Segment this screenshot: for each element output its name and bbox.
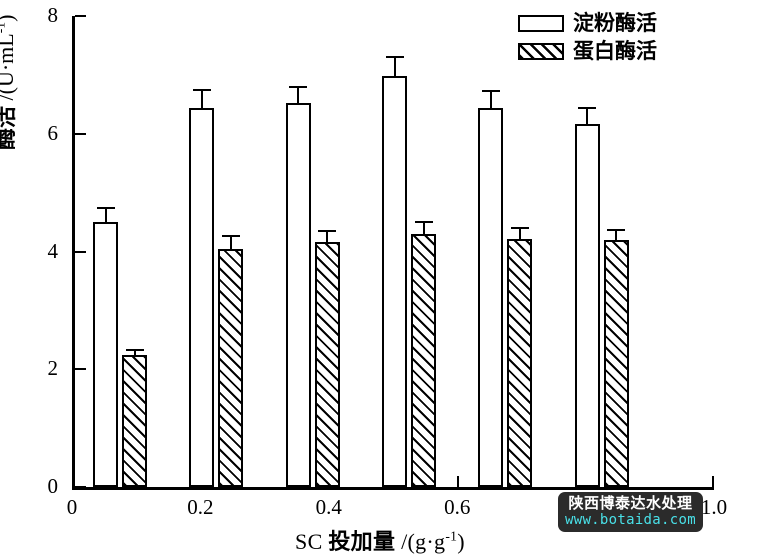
legend-label-protease: 蛋白酶活 bbox=[573, 38, 657, 63]
bar-amylase-1 bbox=[189, 108, 215, 487]
y-tick-1 bbox=[75, 368, 86, 371]
bar-protease-2 bbox=[314, 242, 340, 487]
legend-swatch-hatched bbox=[518, 42, 564, 60]
y-tick-0 bbox=[75, 486, 86, 488]
bar-amylase-0 bbox=[93, 222, 119, 487]
legend-swatch-white bbox=[518, 14, 564, 32]
error-bar-stem-0-0 bbox=[104, 207, 107, 223]
y-axis-title: 酶活 /(U·mL-1) bbox=[0, 0, 20, 150]
bar-protease-1 bbox=[218, 248, 244, 487]
x-tick-5 bbox=[712, 476, 714, 487]
error-bar-stem-5-0 bbox=[586, 107, 589, 124]
y-axis-line bbox=[72, 16, 75, 490]
x-tick-label-2: 0.4 bbox=[315, 495, 342, 519]
error-bar-cap-4-0 bbox=[481, 90, 500, 93]
error-bar-cap-0-1 bbox=[125, 348, 144, 351]
y-axis-title-unit-close: ) bbox=[0, 15, 18, 22]
error-bar-stem-3-0 bbox=[393, 56, 396, 77]
legend-label-amylase: 淀粉酶活 bbox=[573, 10, 657, 35]
x-axis-line bbox=[72, 487, 714, 490]
error-bar-cap-1-1 bbox=[221, 235, 240, 237]
error-bar-stem-1-1 bbox=[229, 235, 232, 249]
x-axis-title-unit-open: /(g·g bbox=[395, 529, 446, 554]
y-axis-title-unit-open: /(U·mL bbox=[0, 33, 18, 101]
bar-protease-5 bbox=[603, 240, 629, 487]
error-bar-cap-5-0 bbox=[578, 107, 597, 110]
error-bar-cap-4-1 bbox=[510, 226, 529, 229]
error-bar-cap-2-0 bbox=[289, 86, 308, 89]
x-axis-title-exponent: -1 bbox=[445, 528, 458, 544]
bar-amylase-2 bbox=[285, 102, 311, 487]
x-tick-3 bbox=[457, 476, 460, 487]
error-bar-stem-1-0 bbox=[200, 89, 203, 109]
bar-amylase-5 bbox=[574, 123, 600, 487]
y-tick-label-0: 0 bbox=[47, 474, 59, 498]
x-axis-title-prefix: SC bbox=[295, 529, 329, 554]
x-tick-label-5: 1.0 bbox=[700, 495, 728, 519]
y-tick-label-3: 6 bbox=[47, 120, 59, 145]
watermark: 陕西博泰达水处理 www.botaida.com bbox=[558, 492, 703, 532]
y-tick-label-4: 8 bbox=[47, 3, 59, 27]
bar-protease-4 bbox=[507, 238, 533, 487]
x-axis-title: SC 投加量 /(g·g-1) bbox=[0, 524, 760, 556]
x-tick-label-3: 0.6 bbox=[444, 495, 471, 519]
error-bar-cap-3-1 bbox=[414, 221, 433, 224]
y-axis-title-exponent: -1 bbox=[0, 21, 8, 34]
x-axis-title-unit-close: ) bbox=[457, 529, 465, 554]
legend-item-amylase: 淀粉酶活 bbox=[518, 12, 657, 34]
y-axis-title-cjk: 酶活 bbox=[0, 105, 19, 150]
legend-item-protease: 蛋白酶活 bbox=[518, 40, 657, 62]
bar-amylase-3 bbox=[382, 76, 408, 487]
error-bar-stem-0-1 bbox=[133, 348, 136, 355]
x-tick-label-0: 0 bbox=[66, 495, 78, 519]
chart-legend: 淀粉酶活 蛋白酶活 bbox=[518, 12, 657, 68]
error-bar-cap-0-0 bbox=[96, 207, 115, 210]
error-bar-stem-5-1 bbox=[615, 228, 618, 241]
watermark-company: 陕西博泰达水处理 bbox=[568, 494, 693, 512]
error-bar-stem-2-1 bbox=[326, 230, 329, 243]
error-bar-cap-2-1 bbox=[318, 230, 337, 233]
y-tick-2 bbox=[75, 250, 86, 253]
x-tick-label-1: 0.2 bbox=[187, 495, 214, 519]
bar-protease-0 bbox=[122, 354, 148, 487]
y-tick-label-1: 2 bbox=[47, 356, 59, 381]
y-tick-4 bbox=[75, 15, 86, 17]
watermark-url: www.botaida.com bbox=[565, 512, 696, 528]
error-bar-cap-3-0 bbox=[385, 56, 404, 59]
error-bar-cap-5-1 bbox=[607, 228, 626, 231]
error-bar-stem-2-0 bbox=[297, 86, 300, 103]
error-bar-stem-3-1 bbox=[422, 221, 425, 234]
bar-amylase-4 bbox=[478, 107, 504, 487]
y-tick-3 bbox=[75, 132, 86, 135]
bar-protease-3 bbox=[411, 233, 437, 487]
error-bar-stem-4-0 bbox=[489, 90, 492, 108]
error-bar-stem-4-1 bbox=[518, 226, 521, 239]
y-tick-label-2: 4 bbox=[47, 238, 59, 263]
x-axis-title-cjk: 投加量 bbox=[328, 530, 396, 555]
error-bar-cap-1-0 bbox=[192, 89, 211, 91]
x-tick-0 bbox=[72, 476, 74, 487]
